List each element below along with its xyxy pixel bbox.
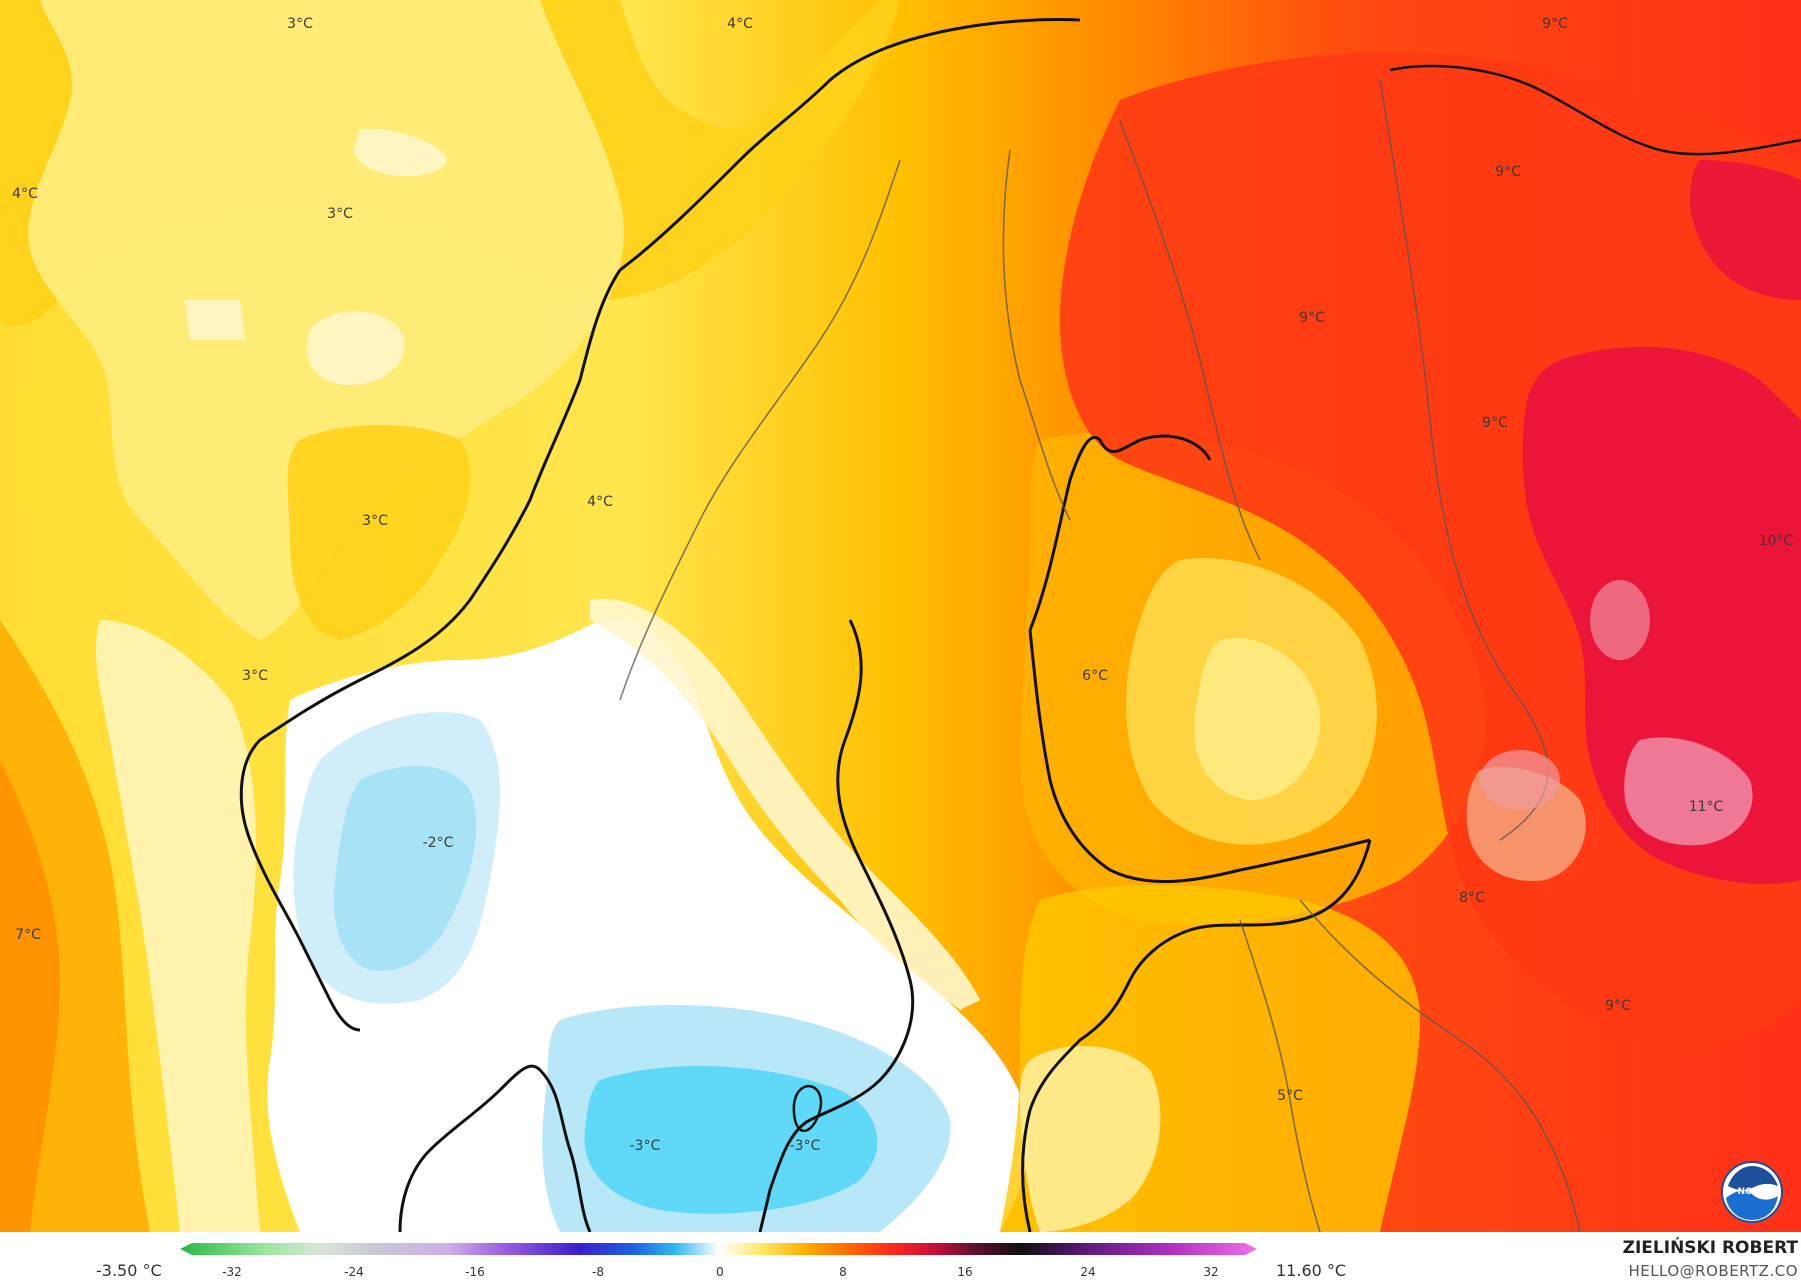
temperature-label: 9°C xyxy=(1495,164,1521,180)
scale-tick: -24 xyxy=(344,1265,364,1279)
temperature-label: 8°C xyxy=(1459,890,1485,906)
scale-tick: 0 xyxy=(716,1265,724,1279)
isotherm-zone-finland-pale xyxy=(1194,638,1321,800)
temperature-label: 10°C xyxy=(1759,533,1794,549)
pale-patch-3 xyxy=(185,300,245,340)
pale-patch-2 xyxy=(306,311,405,385)
coastline-gotland xyxy=(792,1084,823,1133)
coastline-finland xyxy=(1028,434,1371,884)
scale-tick: 32 xyxy=(1203,1265,1218,1279)
temperature-label: 3°C xyxy=(242,668,268,684)
temperature-label: 4°C xyxy=(12,186,38,202)
noaa-logo: NOAA xyxy=(1721,1161,1783,1223)
isotherm-zone-russia-hottest xyxy=(1522,346,1801,884)
max-temperature-value: 11.60 °C xyxy=(1276,1261,1347,1280)
scale-tick: 24 xyxy=(1080,1265,1095,1279)
temperature-label: 9°C xyxy=(1482,415,1508,431)
coastline-denmark xyxy=(398,1064,592,1232)
map-canvas: 3°C 4°C 9°C 4°C 3°C 9°C 9°C 9°C 4°C 3°C … xyxy=(0,0,1801,1232)
temperature-label: 9°C xyxy=(1542,16,1568,32)
country-borders xyxy=(619,79,1581,1232)
coastline-baltic xyxy=(1021,839,1372,1232)
coastline-kola xyxy=(1389,64,1801,156)
scale-tick: -32 xyxy=(222,1265,242,1279)
scale-tick: 16 xyxy=(957,1265,972,1279)
author-name: ZIELIŃSKI ROBERT xyxy=(1622,1238,1798,1258)
coastline-sweden xyxy=(758,619,915,1232)
temperature-label: 7°C xyxy=(15,927,41,943)
temperature-label: 4°C xyxy=(587,494,613,510)
isotherm-zone-baltic-pale xyxy=(1020,1046,1161,1232)
temperature-label: 11°C xyxy=(1689,799,1724,815)
temperature-label: 3°C xyxy=(327,206,353,222)
temperature-label: 9°C xyxy=(1299,310,1325,326)
min-temperature-value: -3.50 °C xyxy=(96,1261,162,1280)
temperature-label: -2°C xyxy=(423,835,454,851)
isotherm-zone-russia-pink xyxy=(1624,737,1753,846)
scale-tick: -16 xyxy=(465,1265,485,1279)
author-email: HELLO@ROBERTZ.CO xyxy=(1628,1262,1798,1280)
isotherm-zone-sweden-frozen xyxy=(584,1066,878,1214)
temperature-label: -3°C xyxy=(790,1138,821,1154)
lake-vanern xyxy=(660,932,720,968)
scale-ticks: -32 -24 -16 -8 0 8 16 24 32 xyxy=(222,1265,1218,1279)
lake-onega xyxy=(1590,580,1650,660)
color-scale-bar xyxy=(180,1243,1257,1255)
pale-patch-1 xyxy=(354,128,447,177)
temperature-label: 9°C xyxy=(1605,998,1631,1014)
temperature-label: 6°C xyxy=(1082,668,1108,684)
isotherm-zone-norway-frozen xyxy=(333,766,477,971)
isotherm-zone-mid-sea xyxy=(287,425,471,640)
svg-text:NOAA: NOAA xyxy=(1738,1187,1767,1197)
coastline-norway xyxy=(239,17,1081,1032)
temperature-label: 3°C xyxy=(362,513,388,529)
scale-tick: 8 xyxy=(839,1265,847,1279)
legend-bar: -32 -24 -16 -8 0 8 16 24 32 xyxy=(0,1232,1801,1287)
temperature-label: -3°C xyxy=(630,1138,661,1154)
scale-tick: -8 xyxy=(592,1265,604,1279)
temperature-label: 3°C xyxy=(287,16,313,32)
temperature-label: 5°C xyxy=(1277,1088,1303,1104)
color-scale: -32 -24 -16 -8 0 8 16 24 32 xyxy=(180,1243,1257,1279)
temperature-label: 4°C xyxy=(727,16,753,32)
lake-ladoga xyxy=(1480,750,1560,810)
isotherm-zone-west-pale xyxy=(95,620,260,1232)
isotherm-zone-russia-ne-hottest xyxy=(1690,160,1801,300)
temperature-map[interactable]: 3°C 4°C 9°C 4°C 3°C 9°C 9°C 9°C 4°C 3°C … xyxy=(0,0,1801,1232)
isotherm-zone-west-warmer xyxy=(0,760,60,1232)
